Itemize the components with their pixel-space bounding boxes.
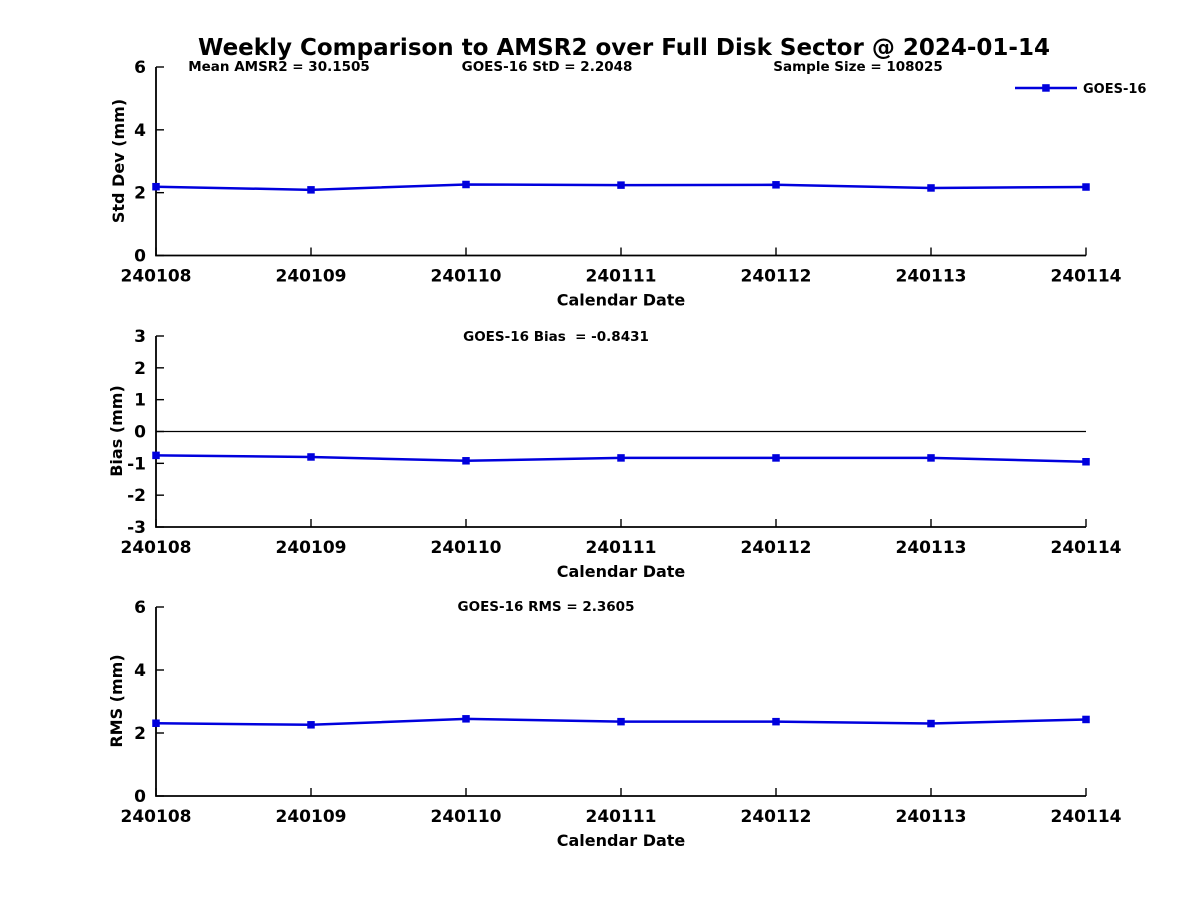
y-tick-label: 1 xyxy=(134,391,146,411)
x-tick-label: 240110 xyxy=(431,807,502,827)
x-tick-label: 240112 xyxy=(741,267,812,287)
x-tick-label: 240113 xyxy=(896,538,967,558)
x-tick-label: 240109 xyxy=(276,807,347,827)
y-tick-label: -3 xyxy=(127,518,146,538)
annotation-goes16-rms: GOES-16 RMS = 2.3605 xyxy=(458,599,635,615)
data-point-marker xyxy=(152,451,160,460)
y-tick-label: 4 xyxy=(134,661,146,681)
data-point-marker xyxy=(617,454,625,462)
annotation-sample-size: Sample Size = 108025 xyxy=(773,59,942,75)
data-point-marker xyxy=(927,454,935,462)
legend-square-marker xyxy=(1042,84,1050,92)
y-tick-label: 2 xyxy=(134,359,146,379)
x-axis-label: Calendar Date xyxy=(557,831,686,850)
data-point-marker xyxy=(307,721,315,729)
data-point-marker xyxy=(927,184,935,192)
data-point-marker xyxy=(772,717,780,726)
data-point-marker xyxy=(1082,183,1090,191)
y-axis-label-bias: Bias (mm) xyxy=(107,385,126,477)
data-point-marker xyxy=(307,186,315,194)
subplots-group: 0 2 4 6 240108 240109 240110 240111 240112 240113… xyxy=(121,58,1122,850)
legend-label: GOES-16 xyxy=(1083,82,1146,97)
x-tick-label: 240114 xyxy=(1051,807,1122,827)
y-axis-label-rms: RMS (mm) xyxy=(107,654,126,747)
x-tick-label: 240112 xyxy=(741,807,812,827)
data-point-marker xyxy=(462,715,470,723)
y-axis-label-stddev: Std Dev (mm) xyxy=(109,99,128,223)
data-point-marker xyxy=(927,719,935,728)
x-tick-label: 240111 xyxy=(586,807,657,827)
x-tick-label: 240114 xyxy=(1051,267,1122,287)
x-tick-label: 240108 xyxy=(121,538,192,558)
x-tick-label: 240110 xyxy=(431,538,502,558)
data-point-marker xyxy=(1082,457,1090,466)
x-axis-label: Calendar Date xyxy=(557,562,686,581)
data-point-marker xyxy=(772,181,780,189)
y-tick-label: 2 xyxy=(134,184,146,204)
y-tick-label: -1 xyxy=(127,454,146,474)
annotation-mean-amsr2: Mean AMSR2 = 30.1505 xyxy=(188,59,370,75)
data-point-marker xyxy=(462,457,470,465)
y-tick-label: 0 xyxy=(134,423,146,443)
x-tick-label: 240110 xyxy=(431,267,502,287)
x-tick-label: 240109 xyxy=(276,267,347,287)
x-axis-label: Calendar Date xyxy=(557,291,686,310)
x-tick-label: 240108 xyxy=(121,267,192,287)
y-tick-label: 0 xyxy=(134,787,146,807)
annotation-goes16-std: GOES-16 StD = 2.2048 xyxy=(462,59,633,75)
data-point-marker xyxy=(772,454,780,462)
subplot-2: -3 -2 -1 0 1 2 3 240108 240109 240110 240111 240112… xyxy=(121,327,1122,581)
data-point-marker xyxy=(152,182,160,191)
x-tick-label: 240111 xyxy=(586,538,657,558)
y-tick-label: 0 xyxy=(134,247,146,267)
data-point-marker xyxy=(152,719,160,727)
data-point-marker xyxy=(462,180,470,189)
x-tick-label: 240111 xyxy=(586,267,657,287)
axis-frame xyxy=(155,607,1086,797)
legend: GOES-16 xyxy=(1015,82,1146,97)
y-tick-label: 3 xyxy=(134,327,146,347)
y-tick-label: 2 xyxy=(134,724,146,744)
data-point-marker xyxy=(617,717,625,726)
y-tick-label: 6 xyxy=(134,58,146,78)
subplot-1: 0 2 4 6 240108 240109 240110 240111 240112 240113… xyxy=(121,58,1122,310)
annotation-goes16-bias: GOES-16 Bias = -0.8431 xyxy=(463,329,649,345)
data-point-marker xyxy=(1082,715,1090,724)
y-tick-label: 4 xyxy=(134,121,146,141)
data-point-marker xyxy=(307,453,315,461)
y-tick-label: -2 xyxy=(127,486,146,506)
x-tick-label: 240113 xyxy=(896,267,967,287)
x-tick-label: 240112 xyxy=(741,538,812,558)
axis-frame xyxy=(155,67,1086,257)
y-tick-label: 6 xyxy=(134,598,146,618)
x-tick-label: 240108 xyxy=(121,807,192,827)
x-tick-label: 240109 xyxy=(276,538,347,558)
figure-title: Weekly Comparison to AMSR2 over Full Dis… xyxy=(198,35,1050,61)
x-tick-label: 240114 xyxy=(1051,538,1122,558)
subplot-3: 0 2 4 6 240108 240109 240110 240111 240112 240113… xyxy=(121,598,1122,850)
x-tick-label: 240113 xyxy=(896,807,967,827)
data-point-marker xyxy=(617,181,625,189)
